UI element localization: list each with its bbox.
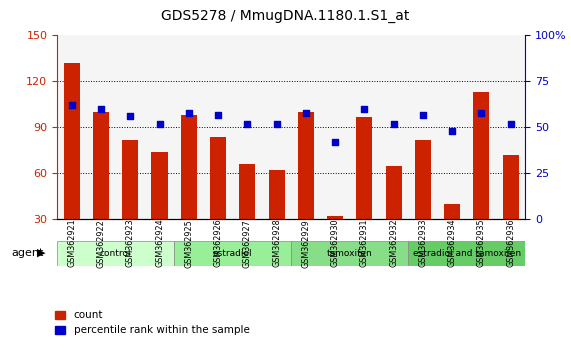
Bar	[239, 164, 255, 219]
Text: GSM362925: GSM362925	[184, 219, 194, 268]
Point	[272, 121, 281, 127]
Text: GSM362927: GSM362927	[243, 219, 252, 268]
Legend: count, percentile rank within the sample: count, percentile rank within the sample	[51, 306, 254, 339]
Point	[419, 112, 428, 118]
Point	[331, 139, 340, 145]
Point	[184, 110, 194, 115]
FancyBboxPatch shape	[408, 241, 525, 266]
Text: GSM362922: GSM362922	[96, 219, 106, 268]
Text: GSM362932: GSM362932	[389, 219, 398, 268]
Text: GSM362921: GSM362921	[67, 219, 77, 268]
Bar	[181, 115, 197, 219]
Point	[243, 121, 252, 127]
Bar	[298, 112, 314, 219]
Text: GDS5278 / MmugDNA.1180.1.S1_at: GDS5278 / MmugDNA.1180.1.S1_at	[162, 9, 409, 23]
Bar	[473, 92, 489, 219]
Text: GSM362929: GSM362929	[301, 219, 311, 268]
Text: tamoxifen: tamoxifen	[327, 249, 373, 258]
Bar	[122, 140, 138, 219]
FancyBboxPatch shape	[291, 241, 408, 266]
Text: GSM362935: GSM362935	[477, 219, 486, 268]
Point	[67, 103, 77, 108]
Point	[301, 110, 311, 115]
Bar	[93, 112, 109, 219]
FancyBboxPatch shape	[57, 241, 174, 266]
Point	[96, 106, 106, 112]
Bar	[268, 170, 284, 219]
Point	[155, 121, 164, 127]
Point	[360, 106, 369, 112]
Text: estradiol and tamoxifen: estradiol and tamoxifen	[413, 249, 521, 258]
Text: GSM362924: GSM362924	[155, 219, 164, 268]
Text: GSM362930: GSM362930	[331, 219, 340, 267]
Text: control: control	[100, 249, 131, 258]
Bar	[444, 204, 460, 219]
Point	[126, 114, 135, 119]
Text: GSM362928: GSM362928	[272, 219, 281, 268]
FancyBboxPatch shape	[174, 241, 291, 266]
Text: GSM362931: GSM362931	[360, 219, 369, 267]
Bar	[356, 117, 372, 219]
Point	[506, 121, 515, 127]
Point	[448, 128, 457, 134]
Bar	[415, 140, 431, 219]
Text: ▶: ▶	[37, 248, 46, 258]
Text: agent: agent	[11, 248, 44, 258]
Text: GSM362933: GSM362933	[419, 219, 428, 267]
Text: GSM362926: GSM362926	[214, 219, 223, 268]
Bar	[385, 166, 401, 219]
Text: estradiol: estradiol	[213, 249, 252, 258]
Bar	[502, 155, 518, 219]
Text: GSM362936: GSM362936	[506, 219, 515, 267]
Text: GSM362923: GSM362923	[126, 219, 135, 268]
Point	[214, 112, 223, 118]
Bar	[327, 216, 343, 219]
Bar	[64, 63, 80, 219]
Bar	[210, 137, 226, 219]
Point	[389, 121, 398, 127]
Bar	[151, 152, 167, 219]
Text: GSM362934: GSM362934	[448, 219, 457, 267]
Point	[477, 110, 486, 115]
